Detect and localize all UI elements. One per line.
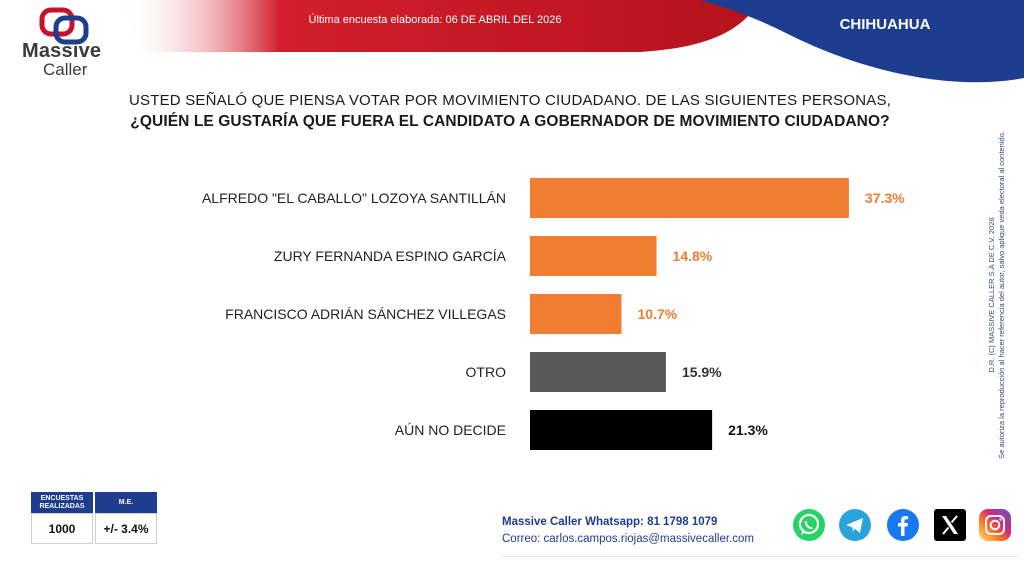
last-survey-date: Última encuesta elaborada: 06 DE ABRIL D… [308, 14, 562, 26]
instagram-icon[interactable] [978, 508, 1012, 542]
category-label: ALFREDO "EL CABALLO" LOZOYA SANTILLÁN [202, 190, 506, 206]
category-label: AÚN NO DECIDE [395, 422, 506, 438]
bar [530, 236, 657, 276]
email-contact: Correo: carlos.campos.riojas@massivecall… [502, 533, 754, 545]
me-header: M.E. [95, 492, 157, 513]
header-shapes [120, 0, 1024, 83]
brand-logo [20, 6, 110, 86]
bar [530, 294, 622, 334]
survey-question: USTED SEÑALÓ QUE PIENSA VOTAR POR MOVIMI… [70, 92, 950, 131]
brand-name-line1: Massive [22, 40, 102, 62]
copyright-line2: Se autoriza la reproducción al hacer ref… [997, 131, 1006, 459]
copyright-line1: D.R. (C) MASSIVE CALLER S.A DE C.V. 2026 [987, 217, 996, 373]
telegram-icon[interactable] [838, 508, 872, 542]
bar [530, 178, 849, 218]
x-icon[interactable] [933, 508, 967, 542]
question-line2: ¿QUIÉN LE GUSTARÍA QUE FUERA EL CANDIDAT… [130, 113, 890, 130]
value-label: 10.7% [637, 306, 677, 322]
category-label: ZURY FERNANDA ESPINO GARCÍA [274, 248, 507, 264]
logo-icon [39, 7, 89, 45]
question-line1: USTED SEÑALÓ QUE PIENSA VOTAR POR MOVIMI… [128, 92, 892, 109]
category-label: OTRO [466, 364, 507, 380]
surveys-header: ENCUESTAS REALIZADAS [31, 492, 93, 513]
header-banner [0, 0, 1024, 100]
whatsapp-contact: Massive Caller Whatsapp: 81 1798 1079 [502, 516, 718, 528]
value-label: 14.8% [673, 248, 713, 264]
margin-of-error: +/- 3.4% [95, 513, 157, 544]
survey-stats-box: ENCUESTAS REALIZADAS M.E. 1000 +/- 3.4% [31, 492, 157, 546]
value-label: 37.3% [865, 190, 905, 206]
category-label: FRANCISCO ADRIÁN SÁNCHEZ VILLEGAS [225, 306, 506, 322]
contact-info: Massive Caller Whatsapp: 81 1798 1079 Co… [502, 514, 754, 548]
copyright-note: D.R. (C) MASSIVE CALLER S.A DE C.V. 2026… [987, 105, 1007, 485]
footer-divider [500, 556, 1020, 557]
surveys-count: 1000 [31, 513, 93, 544]
facebook-icon[interactable] [886, 508, 920, 542]
bar [530, 352, 666, 392]
brand-name-line2: Caller [43, 60, 88, 79]
value-label: 21.3% [728, 422, 768, 438]
whatsapp-icon[interactable] [792, 508, 826, 542]
value-label: 15.9% [682, 364, 722, 380]
state-label: CHIHUAHUA [839, 16, 931, 33]
bar [530, 410, 713, 450]
